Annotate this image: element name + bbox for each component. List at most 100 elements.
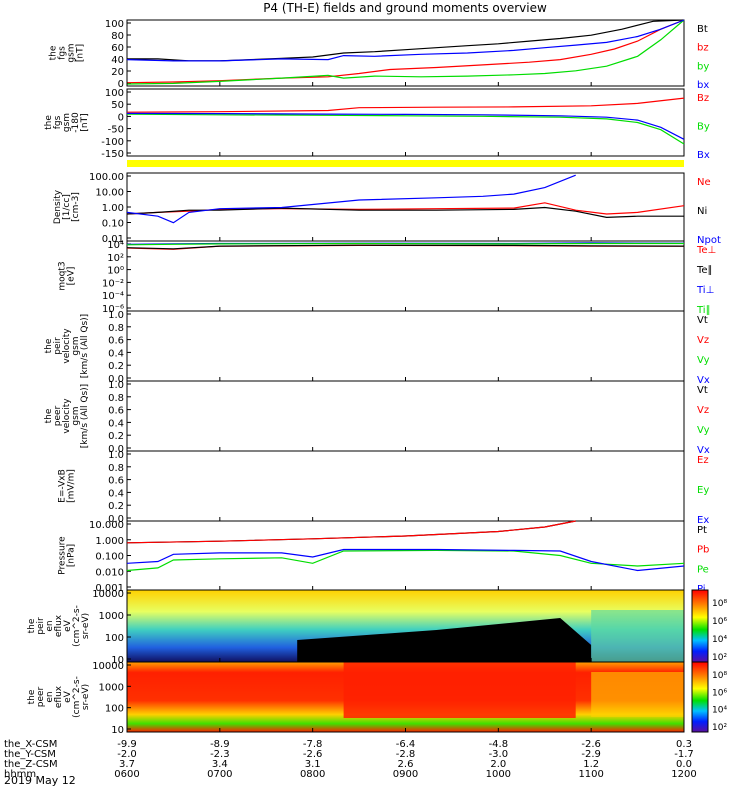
- series-line-ni: [126, 206, 684, 219]
- panel-frame: [126, 240, 685, 312]
- colorbar-tick-label: 10²: [712, 723, 727, 733]
- series-line-by: [126, 19, 685, 85]
- ephemeris-row-label: hhmm: [4, 769, 36, 780]
- legend-item: Vt: [697, 315, 708, 326]
- y-axis-label: eV: [63, 619, 73, 632]
- y-tick-label: 10⁴: [107, 240, 124, 251]
- ephemeris-value: -9.9: [117, 739, 137, 750]
- y-tick-label: 1.000: [95, 536, 124, 547]
- series-line-npot: [126, 174, 576, 224]
- ephemeris-value: 2.0: [490, 759, 506, 770]
- colorbar: [691, 589, 709, 663]
- y-tick-label: 0: [118, 112, 124, 123]
- panel-peer_spec: 10⁸ 10⁶ 10⁴ 10² 10000 1000 100 10 the peer en eflux…: [27, 661, 727, 736]
- legend-item: bz: [697, 43, 709, 54]
- y-tick-label: 10: [111, 725, 124, 736]
- ephemeris-value: 2.6: [398, 759, 414, 770]
- y-axis-label: -180: [71, 112, 81, 133]
- ephemeris-value: 1000: [486, 769, 511, 780]
- y-axis-label: Pressure: [58, 536, 68, 575]
- y-axis-label: sr-eV): [81, 613, 91, 639]
- ephemeris-value: -4.8: [489, 739, 509, 750]
- y-tick-label: 1.0: [108, 310, 124, 321]
- legend-item: Npot: [697, 235, 721, 246]
- y-axis-label: gsm: [71, 336, 81, 355]
- panel-efield: 1.0 0.8 0.60.4 0.2 0.0 E=-VxB [mV/m] Ez Ey Ex: [58, 450, 710, 526]
- y-axis-label: Density: [53, 189, 63, 224]
- y-axis-label: peir: [36, 617, 46, 635]
- y-axis-label: velocity: [62, 398, 72, 434]
- y-axis-label: en: [45, 691, 55, 702]
- y-tick-label: 10.00: [95, 188, 124, 199]
- y-tick-label: 0.2: [108, 501, 124, 512]
- y-tick-label: 10000: [92, 589, 124, 600]
- y-axis-label: gsm: [62, 113, 72, 132]
- y-tick-label: 0: [118, 79, 124, 90]
- legend-item: By: [697, 122, 710, 133]
- legend-item: Vz: [697, 405, 709, 416]
- y-axis-label: [km/s (All Qs)]: [80, 314, 90, 378]
- y-tick-label: 10.000: [89, 520, 124, 531]
- y-tick-label: 100: [105, 88, 124, 99]
- legend-item: bx: [697, 80, 709, 91]
- legend-item: Vt: [697, 385, 708, 396]
- ephemeris-value: -6.4: [396, 739, 416, 750]
- legend-item: Vx: [697, 375, 710, 386]
- y-tick-label: -100: [101, 137, 124, 148]
- y-axis-label: E=-VxB: [58, 469, 68, 503]
- legend-item: Bt: [697, 24, 708, 35]
- y-axis-label: eflux: [54, 685, 64, 708]
- ephemeris-value: 0900: [393, 769, 418, 780]
- spectrogram-region: [591, 610, 684, 662]
- panel-frame: [126, 88, 685, 157]
- legend-item: by: [697, 61, 709, 72]
- legend-item: Ti⊥: [696, 285, 714, 296]
- ephemeris-value: -2.6: [303, 749, 323, 760]
- y-axis-label: the: [27, 689, 37, 704]
- ephemeris-row-label: the_Y-CSM: [4, 749, 56, 760]
- colorbar-tick-label: 10⁸: [712, 599, 727, 609]
- series-line-bz: [126, 97, 685, 113]
- y-axis-label: velocity: [62, 328, 72, 364]
- y-axis-label: sr-eV): [81, 684, 91, 710]
- y-tick-label: 10²: [107, 253, 124, 264]
- y-tick-label: -50: [108, 125, 124, 136]
- series-line-pi: [126, 548, 685, 572]
- y-tick-label: 0.6: [108, 406, 124, 417]
- ephemeris-value: 3.1: [305, 759, 321, 770]
- legend-item: Ez: [697, 455, 709, 466]
- y-tick-label: 0.4: [108, 488, 124, 499]
- legend-item: Ey: [697, 485, 709, 496]
- panel-peir_spec: 10⁸ 10⁶ 10⁴ 10² 10000 1000 100 10 the peir en eflux…: [27, 589, 727, 666]
- colorbar-tick-label: 10⁴: [712, 706, 727, 716]
- y-tick-label: 0.2: [108, 361, 124, 372]
- y-axis-label: [mV/m]: [67, 469, 77, 503]
- y-axis-label: (cm^2-s-: [72, 676, 82, 718]
- y-axis-label: gsm: [71, 406, 81, 425]
- y-tick-label: 0.8: [108, 393, 124, 404]
- ephemeris-value: 1100: [578, 769, 603, 780]
- ephemeris-value: 0.0: [676, 759, 692, 770]
- y-axis-label: the: [44, 115, 54, 130]
- legend-item: Pe: [697, 564, 709, 575]
- colorbar-tick-label: 10⁴: [712, 635, 727, 645]
- y-axis-label: (cm^2-s-: [72, 605, 82, 647]
- panel-pressure: 10.000 1.000 0.100 0.010 0.001 Pressure [nPa] P…: [58, 520, 710, 595]
- ephemeris-value: -7.8: [303, 739, 323, 750]
- series-line-ne: [126, 202, 685, 215]
- series-line-ti∥: [126, 242, 684, 246]
- ephemeris-value: -2.3: [210, 749, 230, 760]
- panel-frame: [126, 450, 685, 522]
- panel-frame: [126, 380, 685, 452]
- legend-item: Te⊥: [696, 245, 716, 256]
- panel-frame: [126, 172, 685, 242]
- y-axis-label: fgs: [53, 115, 63, 129]
- ephemeris-value: -2.0: [117, 749, 137, 760]
- y-tick-label: 1000: [99, 682, 124, 693]
- colorbar: [691, 661, 709, 733]
- legend-item: Vy: [697, 425, 710, 436]
- chart-title: P4 (TH-E) fields and ground moments over…: [263, 1, 547, 15]
- ephemeris-row-label: the_X-CSM: [4, 739, 57, 750]
